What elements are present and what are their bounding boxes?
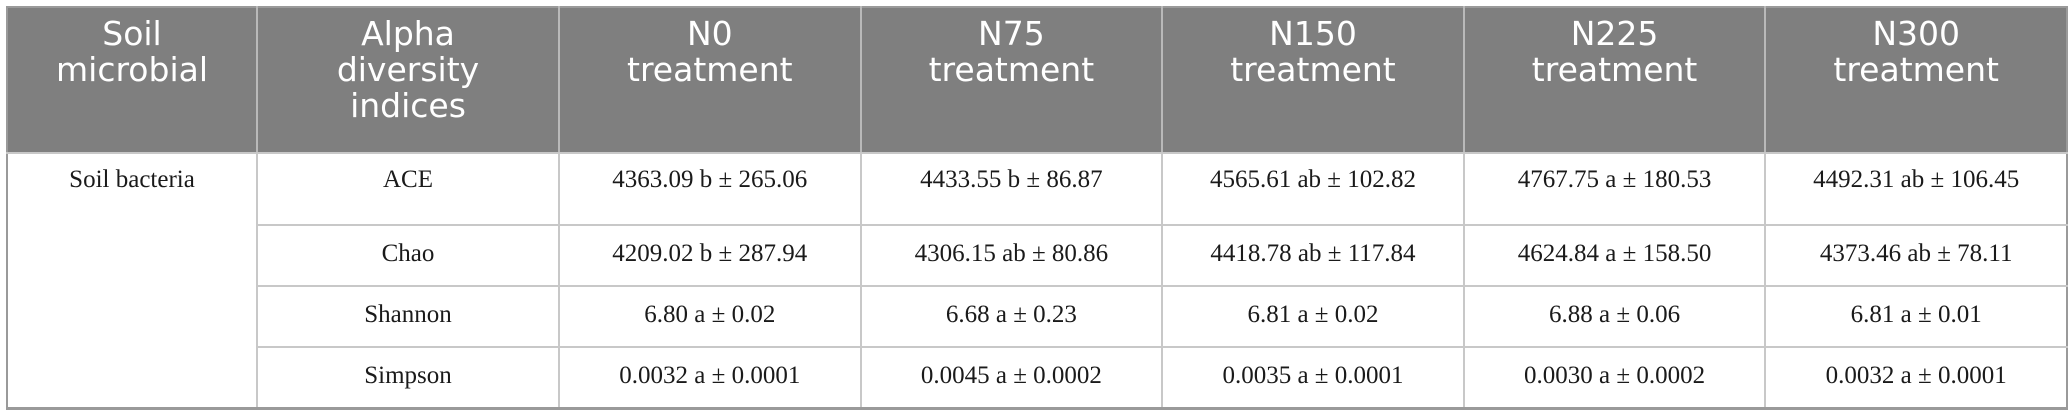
value-cell: 6.81 a ± 0.01: [1764, 286, 2068, 348]
value-cell: 6.88 a ± 0.06: [1462, 286, 1767, 348]
header-line: Soil: [102, 14, 162, 53]
header-line: indices: [350, 86, 466, 125]
table-row: Simpson 0.0032 a ± 0.0001 0.0045 a ± 0.0…: [7, 347, 2068, 410]
header-line: treatment: [627, 50, 793, 89]
header-line: treatment: [1833, 50, 1999, 89]
header-line: N300: [1872, 14, 1961, 53]
header-line: treatment: [1531, 50, 1698, 89]
value-cell: 4565.61 ab ± 102.82: [1161, 153, 1465, 226]
header-line: N225: [1570, 14, 1659, 53]
table-row: Chao 4209.02 b ± 287.94 4306.15 ab ± 80.…: [7, 225, 2068, 287]
value-cell: 4363.09 b ± 265.06: [558, 153, 862, 226]
header-n225-treatment: N225 treatment: [1462, 7, 1767, 154]
index-cell: Shannon: [256, 286, 560, 348]
index-cell: Simpson: [256, 347, 560, 410]
header-n150-treatment: N150 treatment: [1161, 7, 1465, 154]
header-row: Soil microbial Alpha diversity indices N…: [6, 7, 2068, 154]
index-cell: Chao: [256, 225, 560, 287]
header-n75-treatment: N75 treatment: [859, 7, 1164, 154]
table-header: Soil microbial Alpha diversity indices N…: [6, 7, 2068, 154]
value-cell: 0.0032 a ± 0.0001: [1764, 347, 2068, 410]
value-cell: 4492.31 ab ± 106.45: [1764, 153, 2068, 226]
value-cell: 4624.84 a ± 158.50: [1462, 225, 1767, 287]
value-cell: 4373.46 ab ± 78.11: [1764, 225, 2068, 287]
group-label-cell: Soil bacteria: [6, 153, 258, 410]
value-cell: 6.81 a ± 0.02: [1161, 286, 1465, 348]
header-line: treatment: [1230, 50, 1396, 89]
header-soil-microbial: Soil microbial: [6, 7, 258, 154]
header-line: diversity: [336, 50, 480, 89]
value-cell: 0.0045 a ± 0.0002: [859, 347, 1164, 410]
header-line: N150: [1269, 14, 1357, 53]
value-cell: 0.0030 a ± 0.0002: [1462, 347, 1767, 410]
header-line: Alpha: [361, 14, 455, 53]
header-alpha-diversity-indices: Alpha diversity indices: [256, 7, 560, 154]
header-line: N75: [978, 14, 1045, 53]
value-cell: 4306.15 ab ± 80.86: [859, 225, 1164, 287]
alpha-diversity-table: Soil microbial Alpha diversity indices N…: [6, 6, 2068, 410]
value-cell: 0.0035 a ± 0.0001: [1161, 347, 1465, 410]
value-cell: 6.80 a ± 0.02: [558, 286, 862, 348]
header-line: microbial: [56, 50, 208, 89]
header-n0-treatment: N0 treatment: [558, 7, 862, 154]
value-cell: 4209.02 b ± 287.94: [558, 225, 862, 287]
value-cell: 0.0032 a ± 0.0001: [558, 347, 862, 410]
header-n300-treatment: N300 treatment: [1764, 7, 2068, 154]
value-cell: 4433.55 b ± 86.87: [859, 153, 1164, 226]
header-line: N0: [686, 14, 733, 53]
table-row: Shannon 6.80 a ± 0.02 6.68 a ± 0.23 6.81…: [7, 286, 2068, 348]
value-cell: 4418.78 ab ± 117.84: [1161, 225, 1465, 287]
table-row: Soil bacteria ACE 4363.09 b ± 265.06 443…: [6, 153, 2068, 410]
value-cell: 4767.75 a ± 180.53: [1462, 153, 1767, 226]
index-cell: ACE: [256, 153, 560, 226]
table-container: Soil microbial Alpha diversity indices N…: [6, 6, 2068, 410]
value-cell: 6.68 a ± 0.23: [859, 286, 1164, 348]
table-body: Soil bacteria ACE 4363.09 b ± 265.06 443…: [6, 153, 2068, 410]
header-line: treatment: [928, 50, 1095, 89]
